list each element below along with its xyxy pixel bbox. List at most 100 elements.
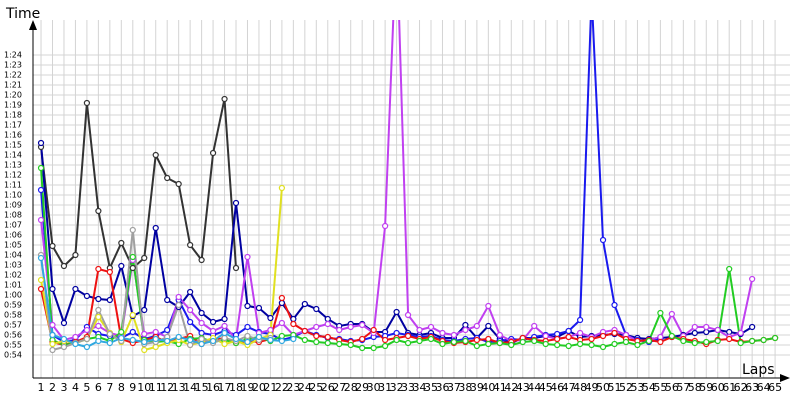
data-point bbox=[450, 338, 458, 346]
y-axis-title: Time bbox=[5, 6, 40, 22]
data-point bbox=[462, 337, 469, 345]
data-point bbox=[106, 268, 113, 276]
data-point bbox=[187, 336, 194, 344]
data-point bbox=[737, 339, 744, 347]
data-point bbox=[599, 236, 607, 244]
y-axis-arrow bbox=[29, 20, 37, 30]
x-tick-label: 37 bbox=[447, 381, 461, 394]
data-point bbox=[382, 336, 389, 344]
x-tick-label: 40 bbox=[481, 381, 495, 394]
y-tick-label: 1:18 bbox=[4, 111, 22, 120]
data-point bbox=[359, 344, 366, 352]
x-tick-label: 2 bbox=[49, 381, 56, 394]
y-tick-label: 0:54 bbox=[4, 351, 22, 360]
x-tick-label: 48 bbox=[573, 381, 587, 394]
data-point bbox=[771, 334, 779, 342]
data-point bbox=[164, 326, 171, 334]
y-tick-label: 1:14 bbox=[4, 151, 22, 160]
data-point bbox=[95, 295, 102, 303]
data-point bbox=[187, 341, 194, 349]
data-point bbox=[645, 337, 653, 345]
data-point bbox=[267, 336, 274, 344]
data-point bbox=[129, 264, 136, 272]
data-point bbox=[301, 336, 308, 344]
data-point bbox=[370, 344, 377, 352]
x-tick-label: 15 bbox=[195, 381, 209, 394]
data-point bbox=[427, 323, 435, 331]
data-point bbox=[542, 332, 549, 340]
data-point bbox=[668, 310, 675, 318]
y-tick-label: 1:19 bbox=[4, 101, 22, 110]
y-tick-label: 1:11 bbox=[4, 181, 22, 190]
x-tick-label: 44 bbox=[527, 381, 541, 394]
data-point bbox=[152, 328, 159, 336]
data-point bbox=[198, 335, 205, 343]
data-point bbox=[324, 315, 331, 323]
data-point bbox=[221, 329, 228, 337]
data-point bbox=[118, 334, 125, 342]
x-tick-label: 5 bbox=[83, 381, 90, 394]
data-point bbox=[164, 174, 171, 182]
data-point bbox=[599, 332, 607, 340]
x-tick-label: 54 bbox=[642, 381, 656, 394]
x-tick-label: 9 bbox=[129, 381, 136, 394]
data-point bbox=[359, 335, 366, 343]
data-point bbox=[703, 338, 710, 346]
x-tick-label: 52 bbox=[619, 381, 633, 394]
data-point bbox=[611, 329, 618, 337]
data-point bbox=[439, 340, 446, 348]
data-point bbox=[393, 329, 400, 337]
data-point bbox=[427, 335, 435, 343]
data-point bbox=[554, 341, 561, 349]
x-tick-label: 32 bbox=[390, 381, 404, 394]
data-point bbox=[232, 199, 240, 207]
data-point bbox=[531, 322, 538, 330]
x-tick-label: 23 bbox=[286, 381, 300, 394]
data-point bbox=[141, 330, 148, 338]
data-point bbox=[714, 326, 721, 334]
x-tick-label: 17 bbox=[218, 381, 232, 394]
data-point bbox=[462, 326, 469, 334]
x-tick-label: 7 bbox=[106, 381, 113, 394]
data-point bbox=[95, 322, 102, 330]
data-point bbox=[255, 333, 263, 341]
x-tick-label: 1 bbox=[38, 381, 45, 394]
x-tick-label: 53 bbox=[630, 381, 644, 394]
data-point bbox=[301, 300, 308, 308]
data-point bbox=[152, 224, 159, 232]
x-tick-label: 30 bbox=[367, 381, 381, 394]
data-point bbox=[313, 338, 320, 346]
data-point bbox=[324, 333, 331, 341]
x-tick-label: 57 bbox=[676, 381, 690, 394]
data-point bbox=[72, 251, 79, 259]
x-tick-label: 29 bbox=[355, 381, 369, 394]
data-point bbox=[519, 338, 526, 346]
y-tick-label: 1:13 bbox=[4, 161, 22, 170]
data-point bbox=[95, 306, 102, 314]
x-tick-label: 64 bbox=[757, 381, 771, 394]
data-point bbox=[141, 338, 148, 346]
data-point bbox=[232, 264, 240, 272]
data-point bbox=[95, 207, 102, 215]
x-tick-label: 25 bbox=[309, 381, 323, 394]
x-tick-label: 34 bbox=[413, 381, 427, 394]
data-point bbox=[278, 299, 285, 307]
data-point bbox=[313, 305, 320, 313]
data-point bbox=[83, 292, 91, 300]
data-point bbox=[680, 337, 687, 345]
data-point bbox=[187, 318, 194, 326]
x-tick-label: 13 bbox=[172, 381, 186, 394]
data-point bbox=[244, 332, 251, 340]
y-tick-label: 1:22 bbox=[4, 71, 22, 80]
data-point bbox=[473, 342, 480, 350]
data-point bbox=[393, 308, 400, 316]
data-point bbox=[336, 340, 343, 348]
x-tick-label: 50 bbox=[596, 381, 610, 394]
x-tick-label: 27 bbox=[332, 381, 346, 394]
data-point bbox=[382, 222, 389, 230]
x-tick-label: 26 bbox=[321, 381, 335, 394]
x-tick-label: 21 bbox=[263, 381, 277, 394]
x-tick-label: 33 bbox=[401, 381, 415, 394]
data-point bbox=[691, 339, 698, 347]
data-point bbox=[164, 296, 171, 304]
